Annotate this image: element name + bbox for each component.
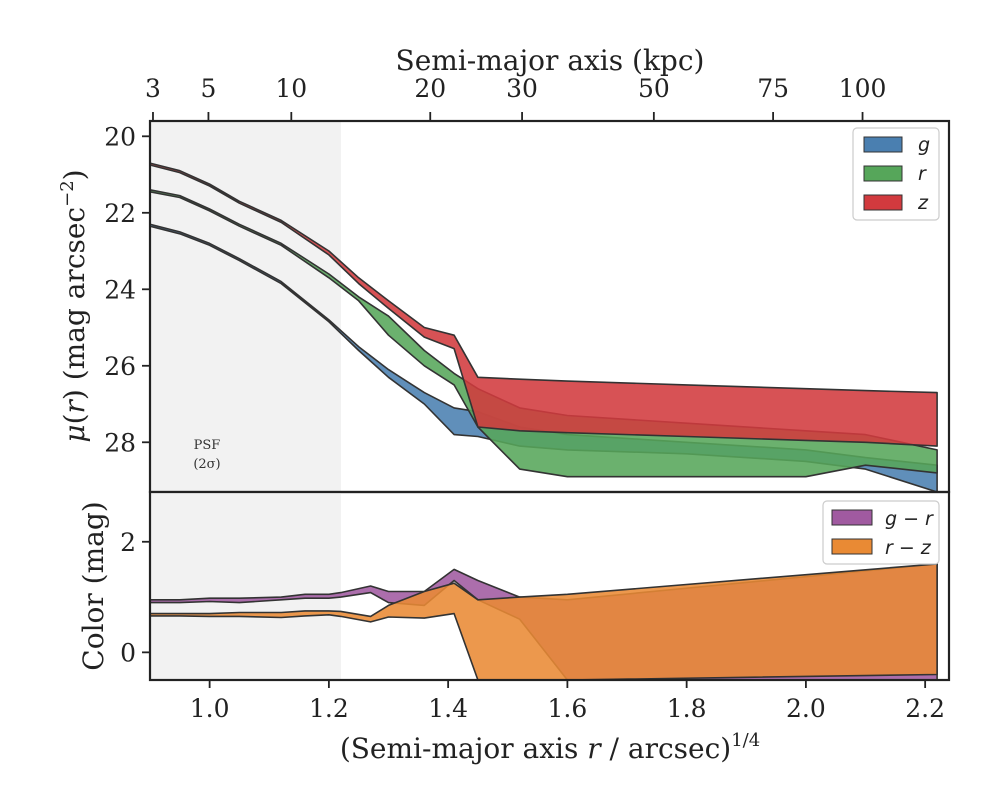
top-tick-label: 3 bbox=[145, 74, 161, 103]
color-tick-label: 2 bbox=[120, 528, 136, 557]
legend-label-r-z: r − z bbox=[885, 537, 932, 559]
y-tick-label: 20 bbox=[104, 122, 136, 151]
color-panel: 0 2 1.0 1.2 1.4 1.6 1.8 2.0 2.2 Color (mag) (Sem… bbox=[77, 490, 951, 765]
y-tick-label: 28 bbox=[104, 428, 136, 457]
legend-swatch-r bbox=[863, 165, 903, 182]
top-tick-label: 30 bbox=[506, 74, 538, 103]
top-axes: 20 22 24 26 28 3 5 10 20 30 50 75 100 bbox=[104, 74, 886, 457]
panel-frame-bottom bbox=[148, 490, 951, 682]
bottom-axes: 0 2 1.0 1.2 1.4 1.6 1.8 2.0 2.2 bbox=[120, 528, 945, 723]
legend-label-g: g bbox=[918, 134, 930, 156]
band-z bbox=[149, 162, 938, 447]
x-tick-label: 1.2 bbox=[309, 694, 349, 723]
top-tick-label: 50 bbox=[638, 74, 670, 103]
legend-swatch-g bbox=[863, 136, 903, 153]
psf-label-line2: (2σ) bbox=[193, 457, 220, 472]
band-r-minus-z bbox=[149, 563, 938, 681]
legend-swatch-r-z bbox=[831, 538, 873, 555]
legend-swatch-z bbox=[863, 194, 903, 211]
legend-label-g-r: g − r bbox=[885, 508, 934, 530]
color-tick-label: 0 bbox=[120, 638, 136, 667]
y-axis-title: μ(r) (mag arcsec−2) bbox=[57, 169, 91, 442]
psf-label-line1: PSF bbox=[194, 438, 221, 453]
top-legend: g r z bbox=[852, 127, 940, 221]
bottom-legend: g − r r − z bbox=[822, 500, 940, 565]
y-tick-label: 24 bbox=[104, 275, 136, 304]
x-tick-label: 1.0 bbox=[190, 694, 230, 723]
x-tick-label: 2.0 bbox=[786, 694, 826, 723]
x-tick-label: 1.4 bbox=[428, 694, 468, 723]
top-tick-label: 10 bbox=[275, 74, 307, 103]
x-tick-label: 1.6 bbox=[548, 694, 588, 723]
top-tick-label: 75 bbox=[757, 74, 789, 103]
psf-region-bottom bbox=[150, 492, 341, 680]
top-tick-label: 5 bbox=[200, 74, 216, 103]
x-tick-label: 2.2 bbox=[905, 694, 945, 723]
top-tick-label: 20 bbox=[414, 74, 446, 103]
surface-brightness-panel: 20 22 24 26 28 3 5 10 20 30 50 75 100 PSF (2σ) Semi-… bbox=[57, 44, 951, 494]
legend-label-z: z bbox=[917, 192, 929, 214]
y-tick-label: 22 bbox=[104, 199, 136, 228]
bottom-band-layer bbox=[149, 563, 938, 681]
color-axis-title: Color (mag) bbox=[77, 501, 110, 670]
top-band-layer bbox=[149, 162, 938, 493]
x-tick-label: 1.8 bbox=[667, 694, 707, 723]
y-tick-label: 26 bbox=[104, 352, 136, 381]
legend-label-r: r bbox=[918, 163, 927, 185]
x-axis-title: (Semi-major axis r / arcsec)1/4 bbox=[340, 730, 760, 765]
legend-swatch-g-r bbox=[831, 509, 873, 526]
top-tick-label: 100 bbox=[839, 74, 887, 103]
top-axis-title: Semi-major axis (kpc) bbox=[396, 44, 705, 77]
